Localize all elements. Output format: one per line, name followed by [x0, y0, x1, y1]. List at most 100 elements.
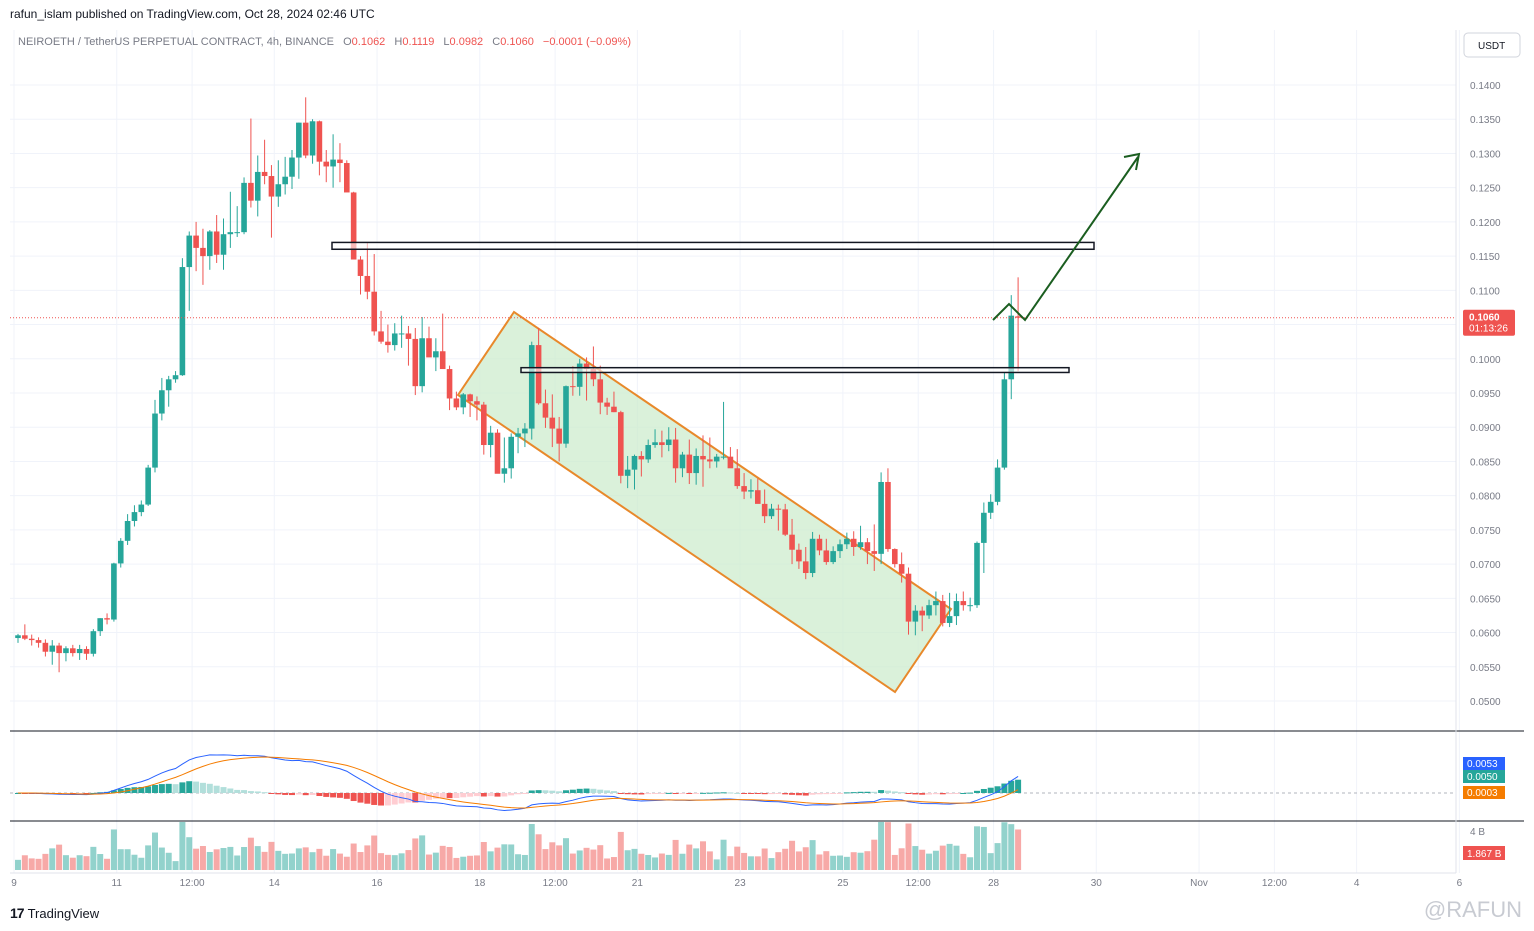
volume-bar: [446, 846, 453, 870]
macd-histogram-bar: [782, 793, 789, 795]
candle-body: [179, 267, 186, 376]
macd-histogram-bar: [316, 793, 323, 797]
macd-histogram-bar: [960, 792, 967, 794]
candle-body: [357, 259, 364, 276]
macd-histogram-bar: [309, 793, 316, 795]
candle-body: [138, 504, 145, 513]
macd-histogram-bar: [843, 792, 850, 794]
candle-body: [570, 386, 576, 388]
macd-histogram-bar: [268, 793, 275, 794]
candle-body: [583, 363, 590, 370]
volume-bar: [371, 835, 378, 870]
volume-bar: [734, 846, 741, 870]
macd-histogram-bar: [987, 787, 994, 793]
volume-bar: [90, 846, 97, 870]
volume-bar: [610, 857, 617, 870]
currency-button[interactable]: USDT: [1463, 32, 1521, 58]
candle-body: [885, 481, 891, 550]
volume-bar: [316, 848, 323, 870]
candle-body: [590, 369, 597, 380]
macd-histogram-bar: [412, 793, 419, 803]
macd-histogram-bar: [330, 793, 337, 798]
candle-body: [344, 163, 350, 193]
candle-body: [330, 159, 336, 167]
candle-body: [665, 439, 672, 446]
time-tick-label: 6: [1457, 878, 1463, 889]
volume-bar: [42, 853, 49, 870]
candle-body: [802, 561, 809, 574]
volume-bar: [323, 855, 330, 870]
macd-histogram-bar: [110, 790, 117, 793]
time-tick-label: 30: [1091, 878, 1103, 889]
candle-body: [864, 542, 871, 552]
candle-body: [926, 605, 932, 616]
volume-bar: [563, 838, 569, 870]
candle-body: [946, 616, 953, 623]
candle-body: [213, 231, 220, 255]
candle-body: [741, 486, 747, 492]
tv-brand-text: TradingView: [27, 905, 100, 921]
volume-bar: [652, 857, 659, 870]
macd-histogram-bar: [754, 793, 761, 794]
macd-histogram-bar: [576, 788, 583, 793]
candle-body: [371, 291, 377, 332]
candle-body: [960, 601, 967, 606]
volume-bar: [823, 851, 830, 870]
volume-bar: [953, 845, 960, 870]
macd-histogram-bar: [741, 793, 748, 794]
time-tick-label: 25: [837, 878, 849, 889]
volume-bar: [254, 846, 261, 870]
macd-histogram-bar: [563, 790, 569, 793]
candle-body: [254, 171, 261, 201]
candle-body: [35, 640, 42, 643]
volume-bar: [556, 845, 563, 870]
candle-body: [282, 176, 288, 185]
macd-histogram-bar: [343, 793, 350, 799]
volume-bar: [939, 845, 946, 870]
candle-body: [707, 459, 713, 462]
volume-bar: [131, 854, 138, 870]
volume-bar: [747, 856, 754, 870]
macd-histogram-bar: [816, 793, 823, 795]
macd-histogram-bar: [679, 793, 686, 794]
volume-bar: [905, 823, 912, 870]
macd-histogram-bar: [90, 792, 97, 794]
candle-body: [76, 648, 83, 654]
legend-open-value: 0.1062: [352, 36, 386, 48]
macd-histogram-bar: [199, 782, 206, 793]
volume-bar: [21, 855, 28, 870]
tradingview-logo[interactable]: 17 TradingView: [10, 905, 99, 921]
macd-histogram-bar: [172, 784, 179, 793]
macd-histogram-bar: [384, 793, 391, 806]
macd-histogram-bar: [371, 793, 378, 805]
volume-bar: [467, 855, 474, 870]
macd-histogram-bar: [295, 793, 302, 795]
volume-bar: [631, 848, 638, 870]
projection-arrowhead: [1123, 152, 1141, 171]
macd-histogram-bar: [823, 793, 830, 795]
macd-histogram-bar: [206, 783, 213, 793]
macd-histogram-bar: [254, 791, 261, 793]
annotations-front: [10, 152, 1456, 374]
candle-body: [309, 121, 316, 156]
price-tick-label: 0.0950: [1470, 389, 1501, 400]
volume-bar: [97, 854, 104, 870]
descending-channel: [456, 310, 953, 694]
candle-body: [446, 369, 453, 399]
support-zone: [520, 366, 1070, 374]
price-tick-label: 0.0800: [1470, 492, 1501, 503]
macd-histogram-bar: [569, 789, 576, 793]
volume-bar: [117, 849, 124, 870]
macd-histogram-bar: [247, 791, 254, 793]
volume-bar: [15, 859, 21, 870]
candle-body: [56, 645, 62, 654]
candle-body: [385, 341, 391, 346]
time-tick-label: 14: [269, 878, 281, 889]
candle-body: [713, 456, 720, 462]
macd-histogram-bar: [953, 793, 960, 794]
volume-bar: [110, 829, 117, 870]
candle-body: [789, 534, 795, 550]
volume-bar: [172, 861, 179, 870]
time-tick-label: 23: [735, 878, 747, 889]
